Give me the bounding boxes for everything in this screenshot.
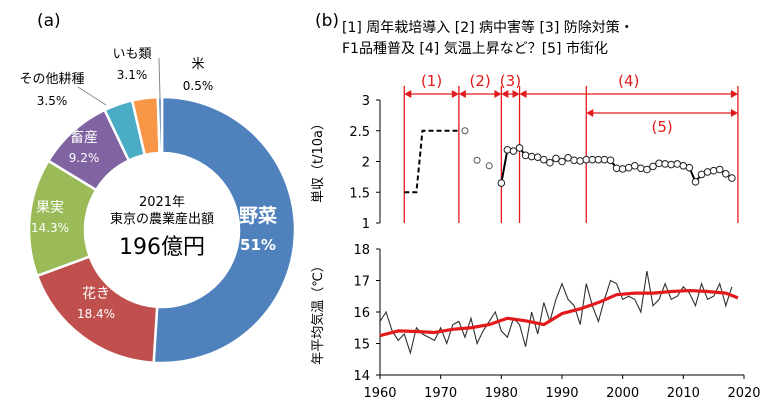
x-tick-label: 2020 (727, 386, 760, 401)
yield-point (485, 162, 493, 170)
panel-b-label: (b) (315, 11, 339, 31)
yield-marker (691, 177, 700, 186)
yield-point (473, 156, 481, 164)
slice-percent: 18.4% (77, 307, 115, 321)
donut-center-year: 2021年 (139, 195, 185, 210)
yield-marker (546, 158, 554, 167)
slice-label: いも類 (112, 47, 151, 62)
y-tick-label: 14 (353, 369, 370, 384)
yield-marker (643, 165, 651, 174)
yield-marker (606, 156, 615, 165)
yield-marker (661, 160, 669, 168)
y-tick-label: 3 (362, 94, 370, 109)
yield-marker (503, 146, 512, 154)
arrow-head (730, 109, 738, 117)
slice-label: 花き (82, 286, 110, 302)
y-tick-label: 15 (353, 338, 370, 353)
slice-percent: 3.1% (117, 68, 148, 82)
donut-chart: 野菜 51% 花き 18.4% 果実 14.3% 畜産 9.2% その他耕種 3.5% いも類 3.1… (19, 47, 297, 365)
yield-chart: 1 1.5 2 2.5 3 (1) (2) (3) (4) (5) (349, 72, 739, 232)
yield-marker (715, 165, 724, 174)
arrow-head (458, 90, 466, 98)
yield-marker (521, 151, 530, 160)
slice-label: その他耕種 (19, 71, 84, 87)
period-label: (5) (651, 118, 672, 136)
yield-marker (637, 164, 645, 173)
yield-marker (552, 154, 560, 163)
arrow-head (451, 90, 459, 98)
yield-marker (558, 157, 566, 166)
yield-marker (709, 166, 718, 175)
slice-label: 米 (191, 57, 204, 72)
yield-marker (722, 170, 730, 178)
x-tick-label: 1970 (424, 386, 457, 401)
arrow-head (730, 90, 738, 98)
yield-marker (576, 157, 585, 165)
yield-marker (667, 160, 676, 169)
slice-label: 果実 (36, 200, 64, 216)
y-tick-label: 18 (353, 243, 370, 258)
slice-label: 野菜 (239, 204, 277, 227)
y-tick-label: 16 (353, 306, 370, 321)
yield-marker (600, 155, 609, 164)
annual-temperature-line (379, 270, 733, 355)
leader-line (77, 86, 107, 106)
donut-slice (156, 95, 164, 155)
x-tick-label: 2010 (667, 386, 700, 401)
slice-percent: 0.5% (183, 79, 214, 93)
leader-line (158, 57, 161, 99)
arrow-head (586, 109, 594, 117)
yield-marker (570, 156, 578, 165)
smoothed-temperature-line (379, 288, 739, 338)
temperature-y-axis-label: 年平均気温（℃） (310, 259, 326, 365)
arrow-head (501, 90, 509, 98)
temperature-chart: 14 15 16 17 18 1960 1970 1980 1990 2000 2010 2020 (353, 243, 760, 401)
donut-center-total: 196億円 (119, 235, 205, 260)
annotation-line-2: F1品種普及 [4] 気温上昇など？[5] 市街化 (342, 40, 608, 57)
y-tick-label: 2 (362, 156, 370, 171)
period-label: (3) (500, 72, 521, 90)
yield-point (461, 127, 469, 135)
yield-marker (618, 165, 627, 173)
y-tick-label: 2.5 (349, 125, 370, 140)
slice-percent: 3.5% (37, 94, 68, 108)
yield-marker (540, 155, 548, 164)
yield-marker (703, 168, 712, 176)
arrow-head (519, 90, 527, 98)
yield-series-early (404, 129, 459, 194)
yield-marker (527, 152, 536, 161)
y-tick-label: 1 (362, 217, 370, 232)
arrow-head (404, 90, 412, 98)
arrow-head (494, 90, 502, 98)
slice-percent: 51% (240, 236, 276, 254)
period-label: (4) (618, 72, 639, 90)
panel-a-label: (a) (37, 11, 61, 31)
yield-y-axis-label: 単収（t/10a） (310, 117, 326, 203)
yield-marker (685, 163, 694, 172)
yield-marker (655, 159, 663, 168)
donut-center-caption: 東京の農業産出額 (110, 211, 214, 227)
x-tick-label: 2000 (606, 386, 639, 401)
arrow-head (512, 90, 520, 98)
x-tick-label: 1980 (485, 386, 518, 401)
yield-marker (509, 147, 518, 155)
slice-label: 畜産 (70, 130, 98, 146)
yield-marker (515, 144, 524, 152)
donut-slice (152, 95, 297, 365)
annotation-line-1: [1] 周年栽培導入 [2] 病中害等 [3] 防除対策・ (342, 19, 634, 36)
period-label: (1) (421, 72, 442, 90)
x-tick-label: 1960 (363, 386, 396, 401)
y-tick-label: 1.5 (349, 186, 370, 201)
yield-marker (497, 179, 506, 187)
period-label: (2) (469, 72, 490, 90)
x-tick-label: 1990 (545, 386, 578, 401)
yield-marker (728, 174, 736, 182)
slice-percent: 9.2% (69, 151, 100, 165)
slice-percent: 14.3% (31, 221, 69, 235)
y-tick-label: 17 (353, 275, 370, 290)
yield-marker (612, 164, 621, 173)
yield-marker (649, 162, 657, 171)
